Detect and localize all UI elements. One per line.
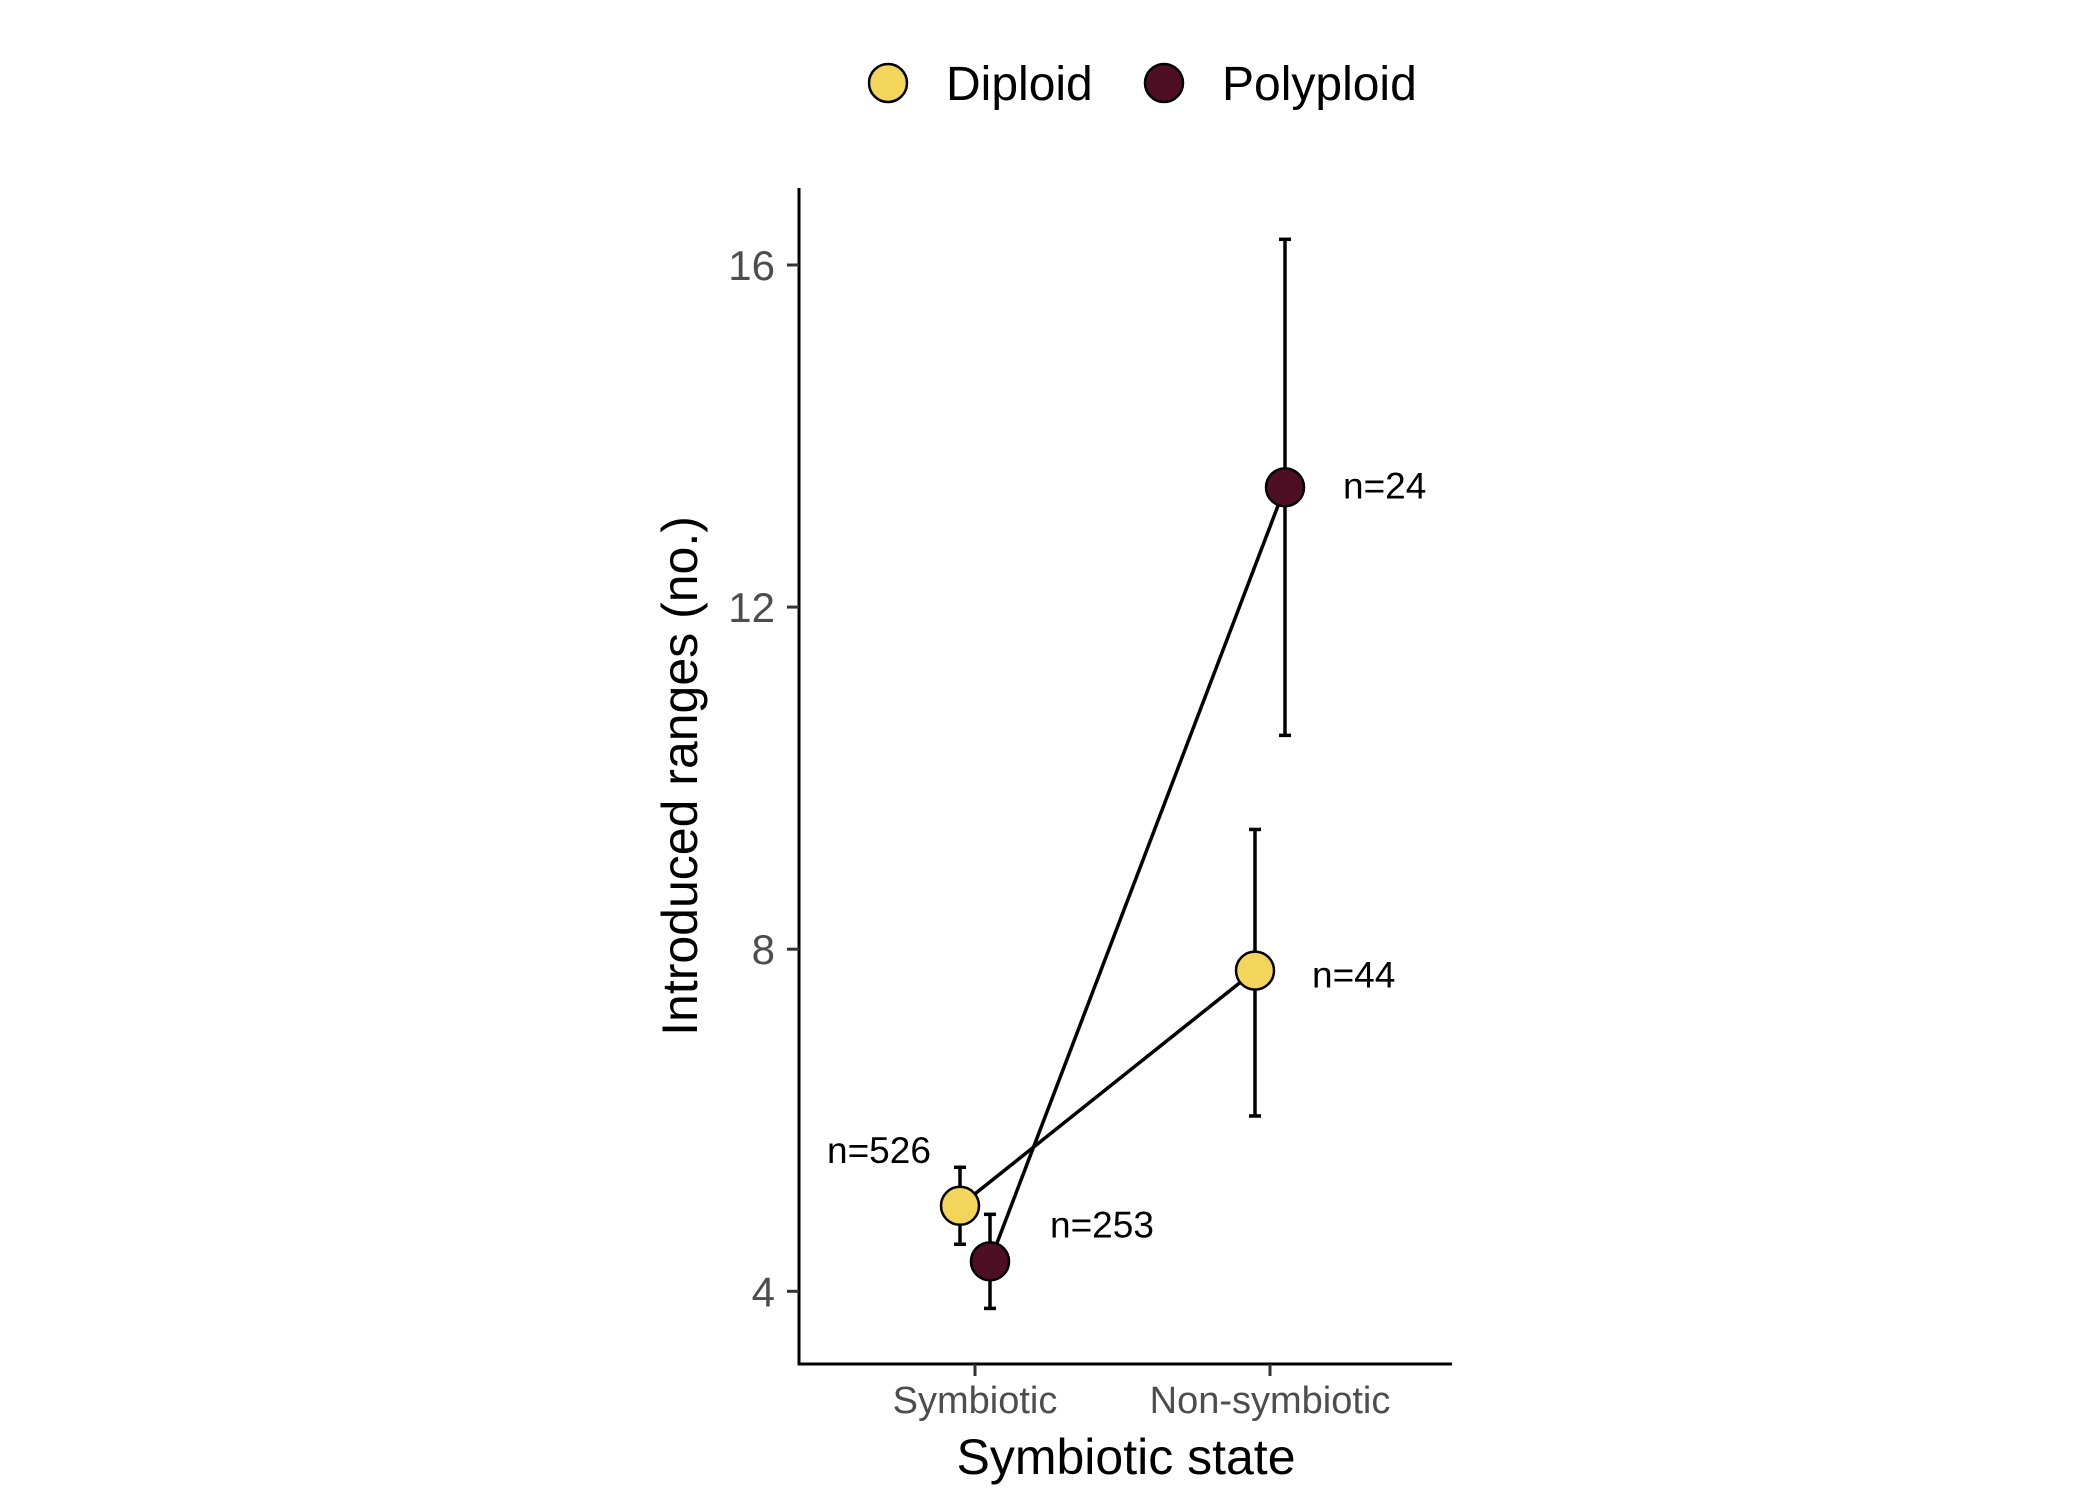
legend-label-diploid: Diploid [946, 58, 1093, 111]
series-lines [958, 486, 1287, 1262]
legend-marker-polyploid [1143, 62, 1185, 104]
points [939, 467, 1306, 1282]
n-labels: n=526 n=44 n=253 n=24 [827, 465, 1426, 1245]
n-label-diploid: n=44 [1312, 955, 1395, 996]
legend-label-polyploid: Polyploid [1222, 58, 1417, 111]
data-point-polyploid [969, 1241, 1011, 1282]
y-tick-label: 4 [752, 1268, 775, 1315]
series-line-diploid [958, 969, 1257, 1208]
n-label-diploid: n=526 [827, 1130, 931, 1171]
x-axis-title: Symbiotic state [956, 1429, 1295, 1485]
x-tick-label: Symbiotic [893, 1380, 1058, 1422]
y-axis-ticks: 4 8 12 16 [728, 242, 799, 1315]
y-tick-label: 16 [728, 242, 775, 289]
x-axis-ticks: Symbiotic Non-symbiotic [893, 1364, 1391, 1422]
n-label-polyploid: n=24 [1343, 465, 1426, 506]
y-tick-label: 12 [728, 584, 775, 631]
data-point-diploid [939, 1185, 981, 1227]
n-label-polyploid: n=253 [1050, 1204, 1154, 1245]
series-line-polyploid [988, 486, 1287, 1262]
data-point-diploid [1234, 950, 1276, 991]
y-axis-title: Introduced ranges (no.) [652, 516, 708, 1036]
legend: Diploid Polyploid [867, 58, 1417, 111]
y-tick-label: 8 [752, 926, 775, 973]
x-tick-label: Non-symbiotic [1150, 1380, 1391, 1422]
plot-area: n=526 n=44 n=253 n=24 [827, 237, 1426, 1311]
legend-marker-diploid [867, 62, 909, 104]
data-point-polyploid [1264, 467, 1306, 508]
error-bars [954, 237, 1291, 1311]
